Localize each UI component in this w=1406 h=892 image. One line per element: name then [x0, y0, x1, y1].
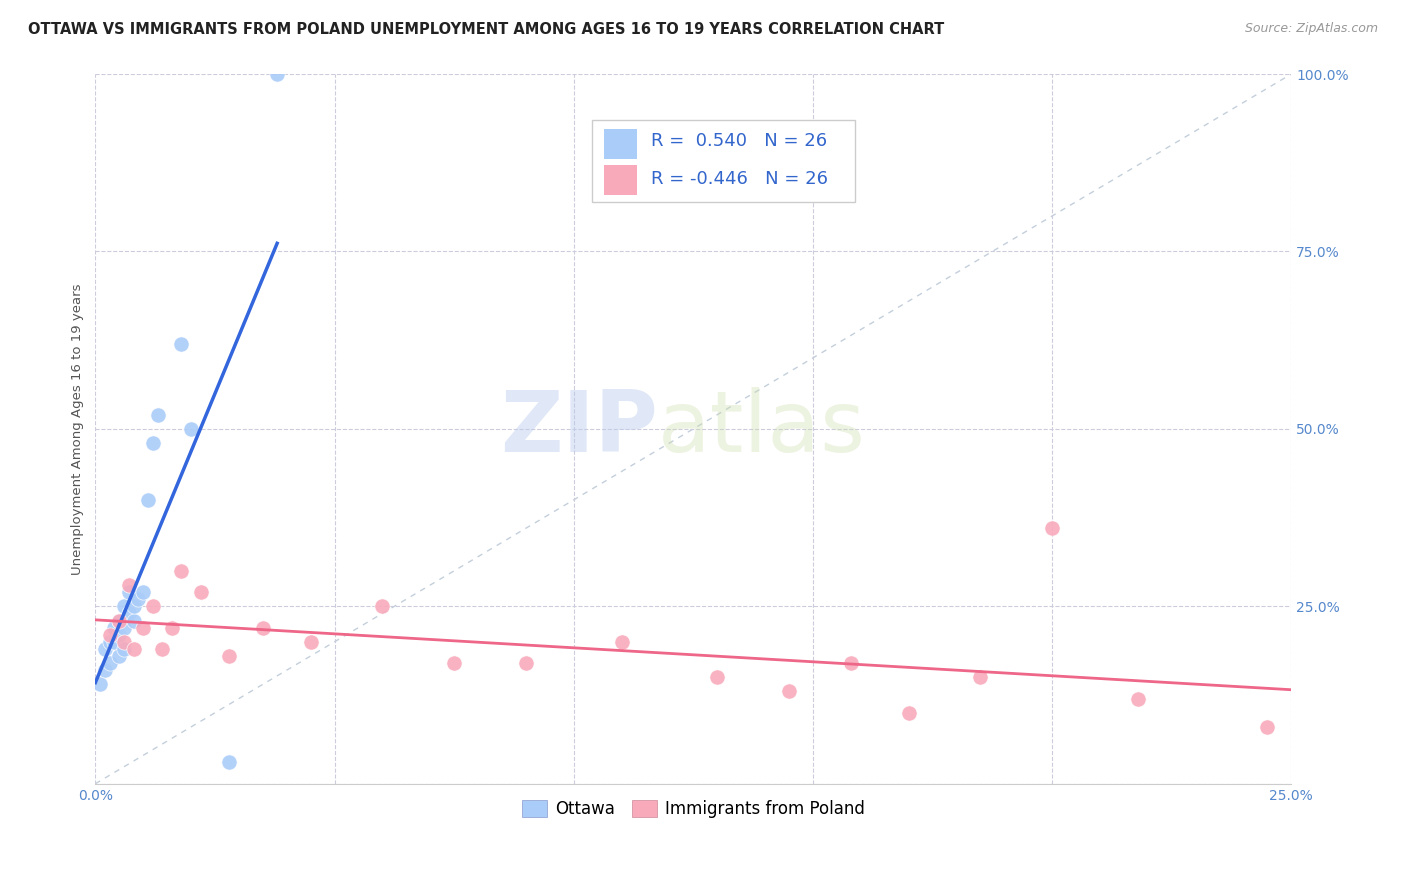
Point — [112, 621, 135, 635]
Point — [1256, 720, 1278, 734]
Point — [122, 614, 145, 628]
Text: Source: ZipAtlas.com: Source: ZipAtlas.com — [1244, 22, 1378, 36]
Point — [839, 656, 862, 670]
Point — [150, 641, 173, 656]
Point — [112, 641, 135, 656]
Point — [112, 634, 135, 648]
Point — [969, 670, 991, 684]
Point — [103, 634, 125, 648]
Point — [778, 684, 800, 698]
Point — [1128, 691, 1150, 706]
Point — [94, 663, 117, 677]
Point — [132, 585, 155, 599]
FancyBboxPatch shape — [603, 165, 637, 194]
Point — [118, 585, 141, 599]
Y-axis label: Unemployment Among Ages 16 to 19 years: Unemployment Among Ages 16 to 19 years — [72, 283, 84, 574]
Point — [108, 614, 131, 628]
Point — [136, 492, 159, 507]
Text: OTTAWA VS IMMIGRANTS FROM POLAND UNEMPLOYMENT AMONG AGES 16 TO 19 YEARS CORRELAT: OTTAWA VS IMMIGRANTS FROM POLAND UNEMPLO… — [28, 22, 945, 37]
Point — [98, 628, 121, 642]
Point — [108, 614, 131, 628]
Point — [118, 607, 141, 621]
Point — [443, 656, 465, 670]
Point — [266, 67, 288, 81]
Point — [190, 585, 212, 599]
Point — [299, 634, 322, 648]
Point — [146, 408, 169, 422]
Point — [112, 599, 135, 614]
Text: atlas: atlas — [658, 387, 866, 470]
Point — [103, 621, 125, 635]
Point — [706, 670, 728, 684]
Point — [108, 628, 131, 642]
Text: R =  0.540   N = 26: R = 0.540 N = 26 — [651, 132, 828, 151]
Point — [218, 648, 240, 663]
Point — [170, 564, 193, 578]
Point — [89, 677, 111, 691]
Point — [108, 648, 131, 663]
Point — [122, 641, 145, 656]
Point — [94, 641, 117, 656]
Point — [98, 656, 121, 670]
Point — [180, 422, 202, 436]
Text: ZIP: ZIP — [499, 387, 658, 470]
Point — [252, 621, 274, 635]
Point — [127, 592, 149, 607]
Point — [142, 599, 165, 614]
Point — [122, 599, 145, 614]
Point — [610, 634, 633, 648]
FancyBboxPatch shape — [603, 129, 637, 159]
FancyBboxPatch shape — [592, 120, 855, 202]
Point — [1040, 521, 1063, 535]
Point — [142, 436, 165, 450]
Point — [160, 621, 183, 635]
Point — [515, 656, 537, 670]
Point — [118, 578, 141, 592]
Legend: Ottawa, Immigrants from Poland: Ottawa, Immigrants from Poland — [515, 794, 872, 825]
Text: R = -0.446   N = 26: R = -0.446 N = 26 — [651, 170, 828, 188]
Point — [170, 336, 193, 351]
Point — [218, 756, 240, 770]
Point — [371, 599, 394, 614]
Point — [98, 634, 121, 648]
Point — [897, 706, 920, 720]
Point — [132, 621, 155, 635]
